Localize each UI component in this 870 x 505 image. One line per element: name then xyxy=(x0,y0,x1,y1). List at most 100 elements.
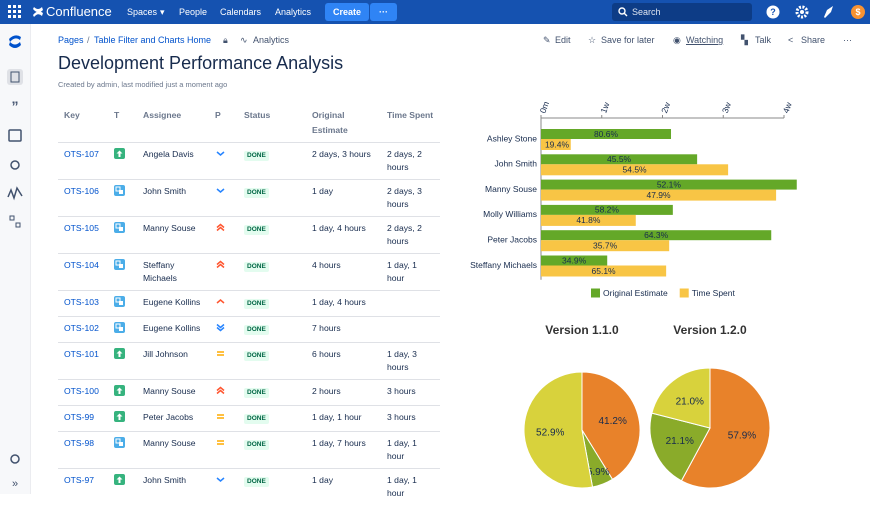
original-estimate: 6 hours xyxy=(306,343,381,380)
search-box[interactable]: Search xyxy=(612,3,752,21)
status-lozenge: DONE xyxy=(244,325,269,335)
legend-swatch xyxy=(680,289,689,298)
product-name[interactable]: Confluence xyxy=(46,4,112,19)
issue-type xyxy=(108,291,137,317)
status: DONE xyxy=(238,343,306,380)
assignee: Eugene Kollins xyxy=(137,291,209,317)
priority-icon xyxy=(215,185,226,196)
lock-icon: 🔒︎ xyxy=(223,35,228,46)
priority-icon xyxy=(215,411,226,422)
priority xyxy=(209,217,238,254)
issue-type xyxy=(108,180,137,217)
column-header: T xyxy=(108,104,137,143)
svg-text:?: ? xyxy=(770,7,776,17)
status-lozenge: DONE xyxy=(244,388,269,398)
original-estimate: 1 day xyxy=(306,469,381,505)
status: DONE xyxy=(238,291,306,317)
x-tick-label: 0m xyxy=(538,100,551,115)
issue-type xyxy=(108,217,137,254)
original-estimate: 7 hours xyxy=(306,317,381,343)
issue-key[interactable]: OTS-101 xyxy=(58,343,108,380)
notifications-icon[interactable] xyxy=(824,6,833,18)
assignee: Angela Davis xyxy=(137,143,209,180)
original-estimate: 2 hours xyxy=(306,380,381,406)
share-action[interactable]: Share xyxy=(801,35,825,45)
bar-label: 45.5% xyxy=(607,154,632,164)
column-header: Original Estimate xyxy=(306,104,381,143)
assignee: Jill Johnson xyxy=(137,343,209,380)
priority-icon xyxy=(215,437,226,448)
status-lozenge: DONE xyxy=(244,351,269,361)
priority-icon xyxy=(215,296,226,307)
breadcrumb-pages[interactable]: Pages xyxy=(58,35,84,45)
breadcrumb-home[interactable]: Table Filter and Charts Home xyxy=(94,35,211,45)
more-button[interactable]: ··· xyxy=(370,3,397,21)
priority xyxy=(209,406,238,432)
create-button[interactable]: Create xyxy=(325,3,369,21)
issue-type xyxy=(108,254,137,291)
issue-key[interactable]: OTS-104 xyxy=(58,254,108,291)
priority-icon xyxy=(215,348,226,359)
nav-analytics[interactable]: Analytics xyxy=(275,7,311,17)
issue-key[interactable]: OTS-99 xyxy=(58,406,108,432)
type-icon xyxy=(114,222,125,233)
category-label: Molly Williams xyxy=(483,209,537,219)
issue-key[interactable]: OTS-102 xyxy=(58,317,108,343)
issue-key[interactable]: OTS-97 xyxy=(58,469,108,505)
search-icon xyxy=(618,7,628,17)
priority-icon xyxy=(215,148,226,159)
nav-caret: ▾ xyxy=(160,7,165,18)
watch-action[interactable]: Watching xyxy=(686,35,723,45)
nav-people[interactable]: People xyxy=(179,7,207,17)
talk-action[interactable]: Talk xyxy=(755,35,771,45)
original-estimate: 1 day, 4 hours xyxy=(306,291,381,317)
nav-spaces[interactable]: Spaces xyxy=(127,7,157,17)
bar-label: 58.2% xyxy=(595,205,620,215)
table-row: OTS-102 Eugene Kollins DONE 7 hours xyxy=(58,317,440,343)
issue-key[interactable]: OTS-100 xyxy=(58,380,108,406)
time-spent: 2 days, 2 hours xyxy=(381,217,440,254)
legend-swatch xyxy=(591,289,600,298)
time-spent: 3 hours xyxy=(381,406,440,432)
issue-key[interactable]: OTS-103 xyxy=(58,291,108,317)
issue-key[interactable]: OTS-106 xyxy=(58,180,108,217)
status-lozenge: DONE xyxy=(244,299,269,309)
issue-key[interactable]: OTS-105 xyxy=(58,217,108,254)
svg-text:”: ” xyxy=(12,98,19,114)
original-estimate: 2 days, 3 hours xyxy=(306,143,381,180)
edit-icon: ✎ xyxy=(543,35,551,46)
more-actions[interactable]: ··· xyxy=(843,35,852,45)
category-label: Manny Souse xyxy=(485,184,537,194)
status: DONE xyxy=(238,469,306,505)
app-switcher[interactable] xyxy=(8,5,22,19)
assignee: John Smith xyxy=(137,469,209,505)
page: Development Performance Analysis { "nav"… xyxy=(0,0,870,494)
time-spent: 2 days, 3 hours xyxy=(381,180,440,217)
assignee: Eugene Kollins xyxy=(137,317,209,343)
assignee: Steffany Michaels xyxy=(137,254,209,291)
column-header: Time Spent xyxy=(381,104,440,143)
priority xyxy=(209,317,238,343)
page-title: Development Performance Analysis xyxy=(58,53,343,74)
time-spent: 2 days, 2 hours xyxy=(381,143,440,180)
nav-calendars[interactable]: Calendars xyxy=(220,7,261,17)
issue-key[interactable]: OTS-98 xyxy=(58,432,108,469)
sidebar-icons: ” » xyxy=(0,24,30,494)
save-action[interactable]: Save for later xyxy=(601,35,655,45)
confluence-logo xyxy=(32,6,44,18)
issue-key[interactable]: OTS-107 xyxy=(58,143,108,180)
status: DONE xyxy=(238,406,306,432)
breadcrumb-analytics[interactable]: Analytics xyxy=(253,35,289,45)
priority xyxy=(209,180,238,217)
status-lozenge: DONE xyxy=(244,477,269,487)
slice-label: 52.9% xyxy=(536,428,564,439)
edit-action[interactable]: Edit xyxy=(555,35,571,45)
time-spent: 1 day, 1 hour xyxy=(381,432,440,469)
status: DONE xyxy=(238,143,306,180)
priority xyxy=(209,291,238,317)
